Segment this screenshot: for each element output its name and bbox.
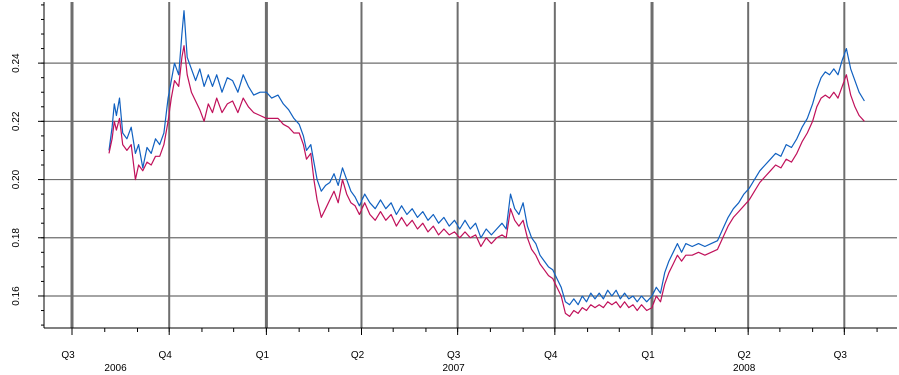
x-tick-label: Q3	[834, 350, 848, 361]
x-tick-label: Q4	[159, 350, 173, 361]
series-line	[108, 10, 865, 306]
y-tick-label: 0.16	[11, 286, 22, 306]
grid	[44, 2, 897, 328]
y-tick-label: 0.20	[11, 169, 22, 189]
x-year-label: 2008	[733, 363, 756, 374]
x-tick-label: Q2	[351, 350, 365, 361]
y-tick-label: 0.24	[11, 53, 22, 73]
x-tick-label: Q1	[641, 350, 655, 361]
y-tick-label: 0.22	[11, 111, 22, 131]
x-tick-label: Q3	[447, 350, 461, 361]
axes: 0.16 0.18 0.20 0.22 0.24 Q3 Q4 Q1 Q2 Q3 Q4 Q1 Q2 Q3 20…	[11, 2, 897, 374]
y-tick-label: 0.18	[11, 228, 22, 248]
x-year-label: 2007	[443, 363, 466, 374]
x-tick-label: Q3	[61, 350, 75, 361]
series-lines	[108, 10, 865, 317]
x-year-label: 2006	[104, 363, 127, 374]
x-tick-label: Q4	[544, 350, 558, 361]
x-tick-label: Q2	[738, 350, 752, 361]
series-line	[108, 45, 865, 317]
x-tick-label: Q1	[256, 350, 270, 361]
